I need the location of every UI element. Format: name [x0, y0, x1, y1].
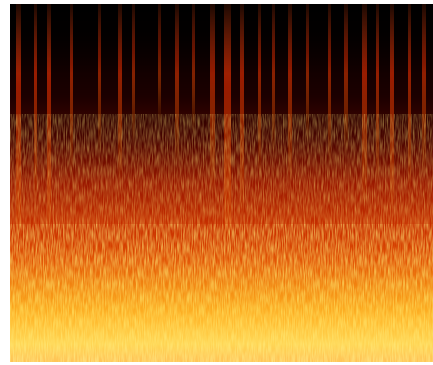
spectrogram-image	[10, 4, 433, 362]
spectrogram-streak	[376, 4, 379, 184]
spectrogram-streak	[288, 4, 292, 184]
spectrogram-hot-band	[10, 244, 433, 362]
spectrogram-streak	[70, 4, 73, 174]
spectrogram-streak	[118, 4, 122, 184]
spectrogram-streak	[344, 4, 348, 154]
spectrogram-streak	[408, 4, 411, 194]
spectrogram-streak	[272, 4, 275, 154]
spectrogram-streak	[390, 4, 394, 214]
spectrogram-streak	[258, 4, 261, 174]
spectrogram-dark-top	[10, 4, 433, 74]
spectrogram-streak	[328, 4, 331, 164]
spectrogram-streak	[34, 4, 37, 204]
spectrogram-streak	[175, 4, 179, 164]
spectrogram-streak	[422, 4, 426, 174]
spectrogram-streak	[98, 4, 101, 154]
spectrogram-streak	[210, 4, 215, 194]
spectrogram-streak	[362, 4, 367, 204]
spectrogram-streak	[240, 4, 244, 214]
